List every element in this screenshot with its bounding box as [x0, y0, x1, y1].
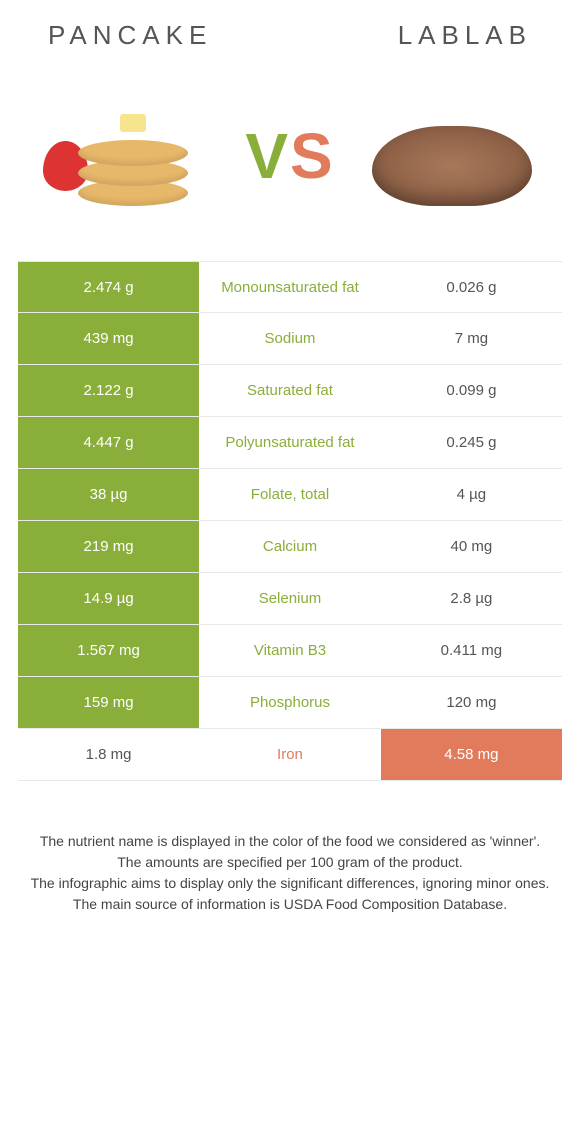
right-value: 0.411 mg	[381, 625, 562, 676]
nutrient-name: Calcium	[199, 521, 381, 572]
nutrient-name: Monounsaturated fat	[199, 262, 381, 312]
right-value: 7 mg	[381, 313, 562, 364]
table-row: 439 mgSodium7 mg	[18, 313, 562, 365]
left-value: 4.447 g	[18, 417, 199, 468]
vs-s: S	[290, 120, 335, 192]
right-value: 0.099 g	[381, 365, 562, 416]
nutrient-table: 2.474 gMonounsaturated fat0.026 g439 mgS…	[18, 261, 562, 781]
table-row: 4.447 gPolyunsaturated fat0.245 g	[18, 417, 562, 469]
right-value: 120 mg	[381, 677, 562, 728]
left-value: 1.8 mg	[18, 729, 199, 780]
pancake-image	[28, 81, 228, 231]
right-value: 0.026 g	[381, 262, 562, 312]
nutrient-name: Saturated fat	[199, 365, 381, 416]
nutrient-name: Sodium	[199, 313, 381, 364]
table-row: 38 µgFolate, total4 µg	[18, 469, 562, 521]
nutrient-name: Iron	[199, 729, 381, 780]
table-row: 159 mgPhosphorus120 mg	[18, 677, 562, 729]
footnote-line: The main source of information is USDA F…	[18, 894, 562, 915]
left-value: 439 mg	[18, 313, 199, 364]
lablab-image	[352, 81, 552, 231]
table-row: 2.122 gSaturated fat0.099 g	[18, 365, 562, 417]
left-value: 2.474 g	[18, 262, 199, 312]
nutrient-name: Polyunsaturated fat	[199, 417, 381, 468]
hero-row: VS	[18, 81, 562, 261]
left-value: 14.9 µg	[18, 573, 199, 624]
left-value: 2.122 g	[18, 365, 199, 416]
table-row: 1.8 mgIron4.58 mg	[18, 729, 562, 781]
right-value: 2.8 µg	[381, 573, 562, 624]
right-value: 4.58 mg	[381, 729, 562, 780]
table-row: 1.567 mgVitamin B30.411 mg	[18, 625, 562, 677]
table-row: 219 mgCalcium40 mg	[18, 521, 562, 573]
left-value: 1.567 mg	[18, 625, 199, 676]
table-row: 2.474 gMonounsaturated fat0.026 g	[18, 261, 562, 313]
table-row: 14.9 µgSelenium2.8 µg	[18, 573, 562, 625]
vs-label: VS	[245, 119, 334, 193]
footnote-line: The amounts are specified per 100 gram o…	[18, 852, 562, 873]
left-value: 159 mg	[18, 677, 199, 728]
footnote-line: The infographic aims to display only the…	[18, 873, 562, 894]
left-value: 219 mg	[18, 521, 199, 572]
right-value: 0.245 g	[381, 417, 562, 468]
left-value: 38 µg	[18, 469, 199, 520]
right-value: 40 mg	[381, 521, 562, 572]
header-row: PANCAKE LABLAB	[18, 20, 562, 51]
left-food-title: PANCAKE	[48, 20, 212, 51]
nutrient-name: Selenium	[199, 573, 381, 624]
right-value: 4 µg	[381, 469, 562, 520]
nutrient-name: Phosphorus	[199, 677, 381, 728]
footnotes: The nutrient name is displayed in the co…	[18, 831, 562, 915]
vs-v: V	[245, 120, 290, 192]
nutrient-name: Vitamin B3	[199, 625, 381, 676]
nutrient-name: Folate, total	[199, 469, 381, 520]
right-food-title: LABLAB	[398, 20, 532, 51]
footnote-line: The nutrient name is displayed in the co…	[18, 831, 562, 852]
